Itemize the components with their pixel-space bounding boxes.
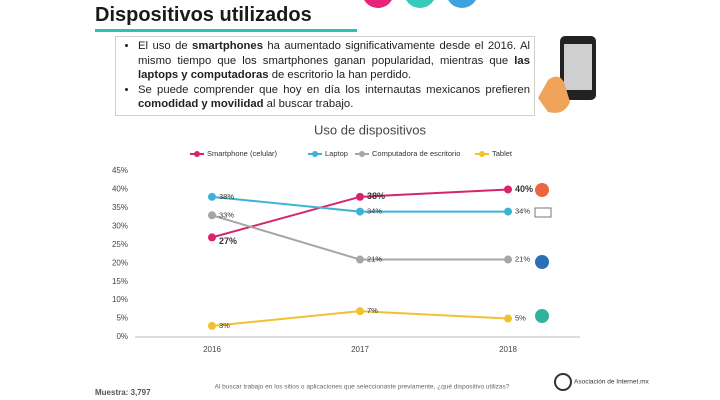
point — [208, 233, 216, 242]
icon — [535, 309, 549, 323]
y-tick-label: 15% — [112, 277, 128, 286]
value-label: 34% — [367, 207, 382, 216]
bullet: Se puede comprender que hoy en día los i… — [138, 83, 530, 112]
y-tick-label: 35% — [112, 203, 128, 212]
value-label: 3% — [219, 321, 230, 330]
logo-text: Asociación de Internet.mx — [574, 379, 650, 386]
legend-marker — [194, 151, 200, 157]
y-tick-label: 40% — [112, 185, 128, 194]
y-tick-label: 25% — [112, 240, 128, 249]
legend-marker — [312, 151, 318, 157]
legend-label: Tablet — [492, 149, 513, 158]
bullet-box: El uso de smartphones ha aumentado signi… — [115, 36, 535, 116]
icon — [534, 207, 552, 218]
value-label: 40% — [515, 184, 533, 194]
value-label: 34% — [515, 207, 530, 216]
bullet-list: El uso de smartphones ha aumentado signi… — [120, 39, 530, 112]
bullet-text: las laptops y computadoras — [138, 54, 530, 82]
value-label: 5% — [515, 314, 526, 323]
value-label: 21% — [367, 255, 382, 264]
value-label: 33% — [219, 210, 234, 219]
question: Al buscar trabajo en los sitios o aplica… — [215, 384, 510, 391]
legend-marker — [359, 151, 365, 157]
point — [504, 207, 512, 216]
point — [504, 314, 512, 323]
bullet-text: Se puede comprender que hoy en día los i… — [138, 83, 530, 96]
bullet: El uso de smartphones ha aumentado signi… — [138, 39, 530, 83]
value-label: 7% — [367, 306, 378, 315]
bullet-text: El uso de — [138, 40, 193, 52]
point — [356, 307, 364, 316]
legend-marker — [479, 151, 485, 157]
deco-circle — [364, 0, 392, 8]
y-tick-label: 30% — [112, 221, 128, 230]
x-tick-label: 2018 — [499, 345, 517, 354]
point — [504, 255, 512, 264]
point — [356, 255, 364, 264]
y-tick-label: 0% — [116, 332, 128, 341]
phone-icon — [538, 36, 596, 113]
legend-label: Laptop — [325, 149, 348, 158]
value-label: 38% — [219, 192, 234, 201]
y-tick-label: 45% — [112, 166, 128, 175]
y-tick-label: 10% — [112, 295, 128, 304]
value-label: 27% — [219, 236, 237, 246]
y-tick-label: 20% — [112, 258, 128, 267]
legend-label: Smartphone (celular) — [207, 149, 278, 158]
value-label: 21% — [515, 255, 530, 264]
bullet-text: de escritorio la han perdido. — [268, 69, 412, 81]
point — [208, 211, 216, 220]
point — [208, 192, 216, 201]
bullet-text: smartphones — [192, 40, 263, 52]
chart-title: Uso de dispositivos — [314, 122, 426, 137]
deco-circle — [448, 0, 476, 8]
icon — [535, 255, 549, 269]
bullet-text: comodidad y movilidad — [138, 98, 264, 110]
deco-circle — [406, 0, 434, 8]
title-rule — [95, 29, 357, 32]
value-label: 38% — [367, 191, 385, 201]
point — [356, 192, 364, 201]
x-tick-label: 2017 — [351, 345, 369, 354]
logo-mark — [554, 373, 572, 391]
bullet-text: al buscar trabajo. — [263, 98, 354, 110]
sample: Muestra: 3,797 — [95, 388, 151, 397]
icon — [535, 183, 549, 197]
point — [504, 185, 512, 194]
series-line — [211, 214, 508, 261]
legend-label: Computadora de escritorio — [372, 149, 460, 158]
bullet-text: ha aumentado significativamente desde el… — [138, 40, 530, 67]
page-title: Dispositivos utilizados — [95, 4, 312, 26]
point — [356, 207, 364, 216]
x-tick-label: 2016 — [203, 345, 221, 354]
point — [208, 321, 216, 330]
y-tick-label: 5% — [116, 314, 128, 323]
